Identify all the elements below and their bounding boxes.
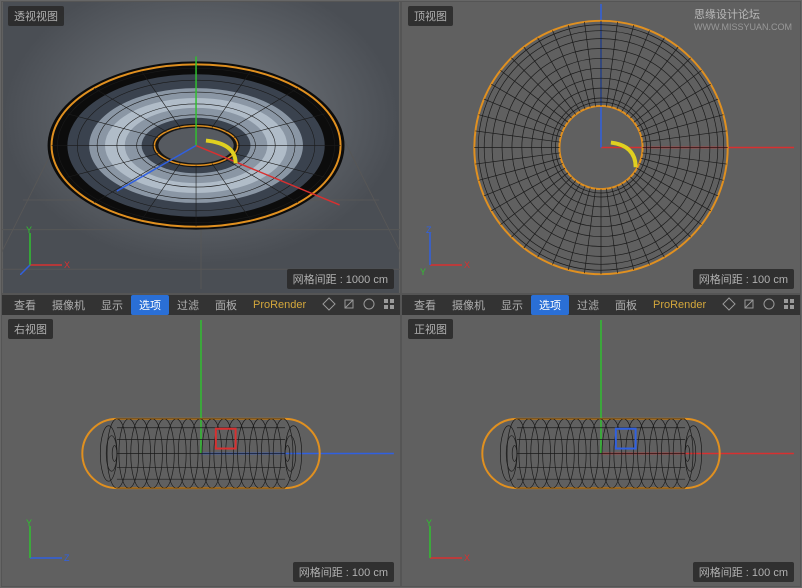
nav-icon-2[interactable] xyxy=(342,297,356,311)
svg-text:Y: Y xyxy=(26,518,32,528)
viewport-label: 顶视图 xyxy=(408,6,453,26)
menu-camera[interactable]: 摄像机 xyxy=(44,295,93,315)
menu-options[interactable]: 选项 xyxy=(531,295,569,315)
menu-options[interactable]: 选项 xyxy=(131,295,169,315)
svg-text:X: X xyxy=(464,553,470,563)
viewport-toolbar xyxy=(722,297,796,311)
menu-view[interactable]: 查看 xyxy=(6,295,44,315)
watermark: 思缘设计论坛 WWW.MISSYUAN.COM xyxy=(694,6,792,32)
viewport-toolbar xyxy=(322,297,396,311)
menu-prorender[interactable]: ProRender xyxy=(645,297,714,313)
menu-prorender[interactable]: ProRender xyxy=(245,297,314,313)
svg-text:Z: Z xyxy=(64,553,70,563)
menu-view[interactable]: 查看 xyxy=(406,295,444,315)
viewport-label: 透视视图 xyxy=(8,6,64,26)
svg-text:Z: Z xyxy=(426,225,432,235)
menu-panel[interactable]: 面板 xyxy=(607,295,645,315)
axis-gizmo: X Y xyxy=(420,518,470,568)
viewport-front[interactable]: 查看 摄像机 显示 选项 过滤 面板 ProRender 正视图 xyxy=(401,294,801,587)
svg-text:Y: Y xyxy=(426,518,432,528)
axis-gizmo: X Z Y xyxy=(420,225,470,275)
grid-spacing-label: 网格间距 : 100 cm xyxy=(693,562,794,582)
nav-icon-3[interactable] xyxy=(762,297,776,311)
svg-text:Y: Y xyxy=(26,225,32,235)
grid-spacing-label: 网格间距 : 100 cm xyxy=(693,269,794,289)
viewport-menu-bar: 查看 摄像机 显示 选项 过滤 面板 ProRender xyxy=(402,295,800,315)
nav-icon-4[interactable] xyxy=(782,297,796,311)
svg-text:X: X xyxy=(464,260,470,270)
menu-filter[interactable]: 过滤 xyxy=(569,295,607,315)
viewport-menu-bar: 查看 摄像机 显示 选项 过滤 面板 ProRender xyxy=(2,295,400,315)
menu-filter[interactable]: 过滤 xyxy=(169,295,207,315)
svg-text:Y: Y xyxy=(420,267,426,275)
nav-icon-1[interactable] xyxy=(722,297,736,311)
menu-display[interactable]: 显示 xyxy=(493,295,531,315)
menu-panel[interactable]: 面板 xyxy=(207,295,245,315)
svg-text:X: X xyxy=(64,260,70,270)
axis-gizmo: X Y Z xyxy=(20,225,70,275)
menu-camera[interactable]: 摄像机 xyxy=(444,295,493,315)
nav-icon-1[interactable] xyxy=(322,297,336,311)
viewport-label: 右视图 xyxy=(8,319,53,339)
grid-spacing-label: 网格间距 : 1000 cm xyxy=(287,269,394,289)
menu-display[interactable]: 显示 xyxy=(93,295,131,315)
nav-icon-4[interactable] xyxy=(382,297,396,311)
nav-icon-2[interactable] xyxy=(742,297,756,311)
nav-icon-3[interactable] xyxy=(362,297,376,311)
viewport-perspective[interactable]: 透视视图 xyxy=(1,1,401,294)
viewport-top[interactable]: 思缘设计论坛 WWW.MISSYUAN.COM 顶视图 xyxy=(401,1,801,294)
viewport-label: 正视图 xyxy=(408,319,453,339)
grid-spacing-label: 网格间距 : 100 cm xyxy=(293,562,394,582)
axis-gizmo: Z Y xyxy=(20,518,70,568)
viewport-right[interactable]: 查看 摄像机 显示 选项 过滤 面板 ProRender 右视图 xyxy=(1,294,401,587)
